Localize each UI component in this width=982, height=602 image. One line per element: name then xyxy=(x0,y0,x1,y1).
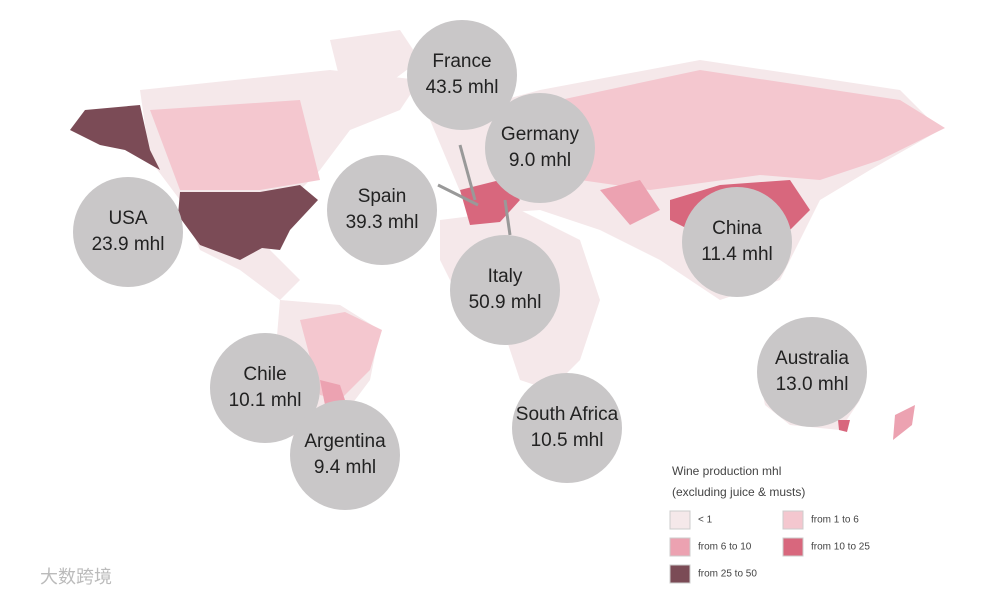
production-value: 9.4 mhl xyxy=(314,457,376,478)
land xyxy=(300,312,382,400)
production-value: 50.9 mhl xyxy=(469,292,542,313)
bubble xyxy=(327,155,437,265)
land xyxy=(838,420,850,432)
watermark: 大数跨境 xyxy=(40,567,112,587)
country-name: France xyxy=(432,51,491,72)
land xyxy=(560,70,945,190)
production-value: 13.0 mhl xyxy=(776,374,849,395)
land xyxy=(70,105,160,170)
bubble xyxy=(73,177,183,287)
leader-line xyxy=(503,199,512,236)
land xyxy=(320,380,345,405)
legend-label: from 10 to 25 xyxy=(811,542,870,553)
land xyxy=(178,185,318,260)
legend: Wine production mhl (excluding juice & m… xyxy=(669,464,870,584)
land xyxy=(600,180,660,225)
country-name: China xyxy=(712,218,762,239)
legend-swatch xyxy=(669,537,691,557)
bubble xyxy=(682,187,792,297)
legend-label: from 1 to 6 xyxy=(811,515,859,526)
leader-line xyxy=(458,144,477,201)
country-name: Australia xyxy=(775,348,849,369)
bubble xyxy=(210,333,320,443)
production-value: 23.9 mhl xyxy=(92,234,165,255)
legend-swatch xyxy=(669,564,691,584)
country-name: Spain xyxy=(358,186,407,207)
land xyxy=(330,30,420,90)
bubble xyxy=(407,20,517,130)
production-value: 39.3 mhl xyxy=(346,212,419,233)
bubble xyxy=(290,400,400,510)
production-value: 11.4 mhl xyxy=(701,244,772,265)
country-name: South Africa xyxy=(516,404,619,425)
country-name: USA xyxy=(108,208,147,229)
bubble xyxy=(757,317,867,427)
country-name: Germany xyxy=(501,124,580,145)
bubble xyxy=(512,373,622,483)
legend-label: from 6 to 10 xyxy=(698,542,752,553)
bubbles: France 43.5 mhl Germany 9.0 mhl Spain 39.3 mh… xyxy=(73,20,867,510)
legend-subtitle: (excluding juice & musts) xyxy=(672,485,805,499)
leader-lines xyxy=(437,144,512,236)
land xyxy=(893,405,915,440)
land xyxy=(460,180,520,225)
bubble xyxy=(485,93,595,203)
production-value: 10.1 mhl xyxy=(229,390,302,411)
legend-swatch xyxy=(782,537,804,557)
legend-title: Wine production mhl xyxy=(672,464,781,478)
production-value: 43.5 mhl xyxy=(426,77,499,98)
country-name: Argentina xyxy=(304,431,386,452)
leader-line xyxy=(437,183,479,207)
land xyxy=(150,100,320,190)
legend-swatch xyxy=(782,510,804,530)
legend-label: < 1 xyxy=(698,515,713,526)
bubble xyxy=(450,235,560,345)
legend-label: from 25 to 50 xyxy=(698,569,757,580)
production-value: 9.0 mhl xyxy=(509,150,571,171)
production-value: 10.5 mhl xyxy=(531,430,604,451)
country-name: Chile xyxy=(243,364,286,385)
country-name: Italy xyxy=(488,266,523,287)
legend-swatch xyxy=(669,510,691,530)
